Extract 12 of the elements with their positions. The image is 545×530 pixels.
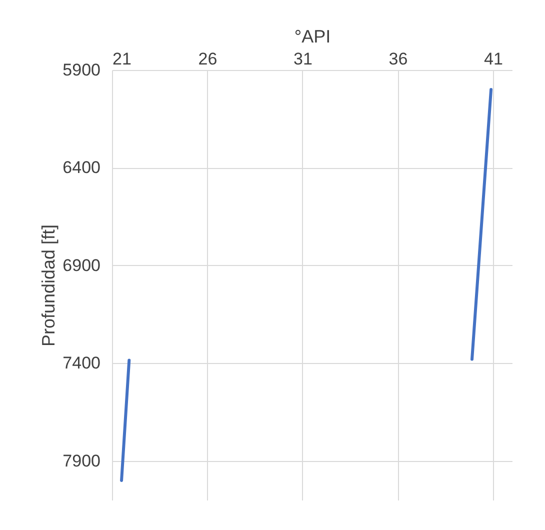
x-tick-label: 26 (198, 50, 218, 68)
y-tick-label: 6400 (62, 158, 100, 178)
y-tick-label: 5900 (62, 60, 100, 80)
x-tick-label: 36 (388, 50, 408, 68)
x-tick-label: 21 (112, 50, 132, 68)
y-tick-label: 7400 (62, 354, 100, 373)
y-tick-label: 6900 (62, 256, 100, 275)
y-axis-title: Profundidad [ft] (38, 224, 59, 347)
y-tick-label: 7900 (62, 451, 100, 470)
x-axis-title: °API (294, 26, 331, 46)
x-tick-label: 41 (484, 50, 503, 68)
x-tick-label: 31 (294, 50, 312, 68)
